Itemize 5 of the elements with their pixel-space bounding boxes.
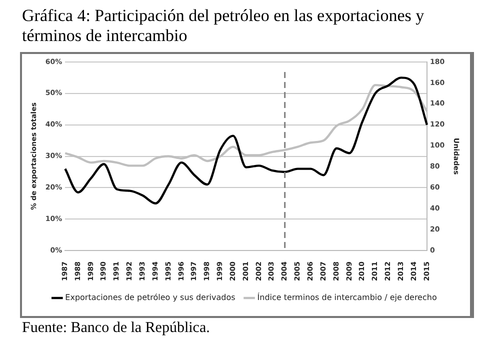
chart-title: Gráfica 4: Participación del petróleo en las exportaciones y términos de intercambio — [22, 6, 426, 46]
source-note: Fuente: Banco de la República. — [22, 320, 210, 337]
line-series — [64, 76, 428, 204]
legend-label: Exportaciones de petróleo y sus derivados — [65, 293, 236, 302]
legend-label: Índice terminos de intercambio / eje derecho — [257, 292, 437, 302]
